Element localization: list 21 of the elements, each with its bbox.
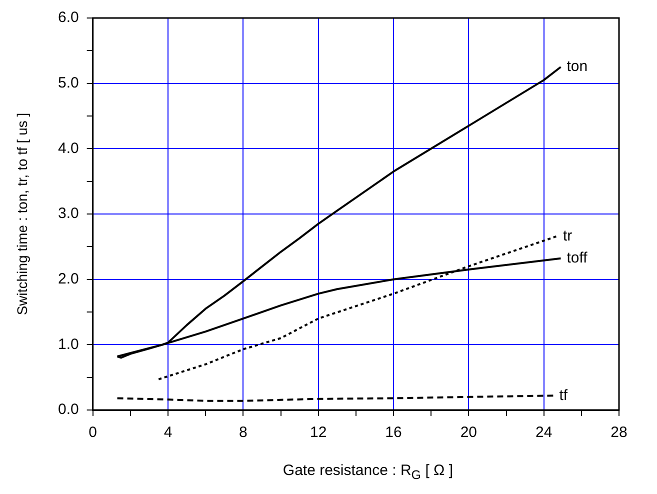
x-axis-title: Gate resistance : R$_{G}$ [ Ω ] [282,462,454,482]
y-axis-title: Switching time : ton, tr, to tf [ us ] [14,112,30,316]
x-tick-label: 20 [460,424,478,442]
y-tick-label: 3.0 [58,205,79,222]
x-tick-label: 0 [88,424,98,442]
x-tick-label: 24 [535,424,552,442]
y-tick-label: 5.0 [58,74,79,92]
y-tick-label: 1.0 [58,336,79,353]
series-label: tr [562,227,572,244]
series-label: toff [566,250,588,267]
x-tick-label: 8 [239,424,248,442]
x-tick-label: 12 [310,424,327,442]
y-tick-label: 0.0 [58,401,79,418]
x-tick-label: 28 [610,424,628,442]
x-tick-label: 16 [385,424,402,442]
x-tick-label: 4 [164,424,172,442]
y-tick-label: 4.0 [58,140,79,157]
y-tick-label: 6.0 [58,9,79,26]
series-label: ton [566,58,588,76]
series-label: tf [559,386,568,404]
y-tick-label: 2.0 [58,270,79,288]
